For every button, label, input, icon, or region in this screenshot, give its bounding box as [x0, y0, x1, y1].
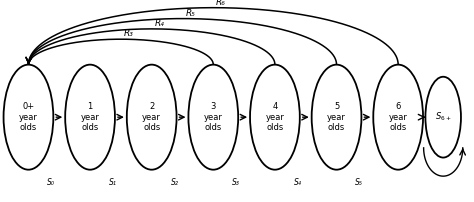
- Text: 0+
year
olds: 0+ year olds: [19, 102, 38, 132]
- Text: S₁: S₁: [109, 178, 117, 187]
- Text: 6
year
olds: 6 year olds: [389, 102, 408, 132]
- Ellipse shape: [425, 77, 461, 158]
- Text: R₆: R₆: [216, 0, 226, 7]
- Text: R₅: R₅: [185, 8, 195, 18]
- Text: R₃: R₃: [124, 29, 134, 38]
- Text: R₄: R₄: [155, 19, 164, 28]
- Text: 3
year
olds: 3 year olds: [204, 102, 223, 132]
- Ellipse shape: [127, 65, 176, 170]
- Text: S₀: S₀: [47, 178, 55, 187]
- Text: S₄: S₄: [294, 178, 302, 187]
- Text: 1
year
olds: 1 year olds: [81, 102, 100, 132]
- Text: S₅: S₅: [356, 178, 364, 187]
- Ellipse shape: [250, 65, 300, 170]
- Text: 2
year
olds: 2 year olds: [142, 102, 161, 132]
- Ellipse shape: [3, 65, 53, 170]
- Text: 5
year
olds: 5 year olds: [327, 102, 346, 132]
- Ellipse shape: [373, 65, 423, 170]
- Text: $S_{6+}$: $S_{6+}$: [435, 111, 452, 123]
- Ellipse shape: [188, 65, 238, 170]
- Text: S₃: S₃: [232, 178, 240, 187]
- Text: S₂: S₂: [171, 178, 179, 187]
- Text: 4
year
olds: 4 year olds: [265, 102, 284, 132]
- Ellipse shape: [311, 65, 361, 170]
- Ellipse shape: [65, 65, 115, 170]
